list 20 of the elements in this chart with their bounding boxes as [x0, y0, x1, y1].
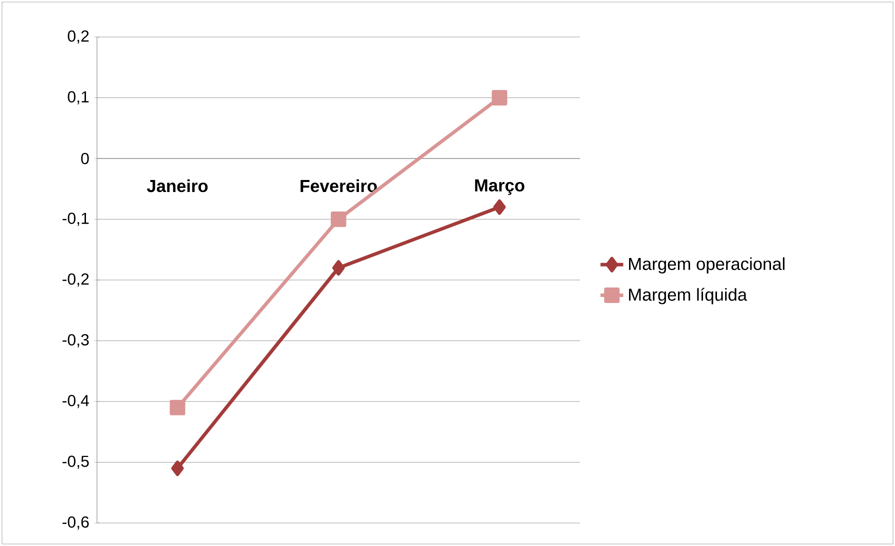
legend-label: Margem operacional — [629, 257, 784, 274]
y-tick-label: -0,6 — [62, 516, 89, 530]
y-tick-label: 0,1 — [68, 91, 89, 104]
legend-label: Margem líquida — [629, 288, 748, 304]
y-tick-label: -0,4 — [62, 394, 89, 408]
point — [493, 199, 506, 215]
y-tick-label: -0,2 — [62, 273, 89, 287]
point — [332, 260, 345, 276]
x-tick-label: Março — [475, 179, 524, 195]
y-tick-label: -0,1 — [62, 212, 89, 226]
point — [330, 212, 346, 227]
y-tick-label: -0,5 — [62, 456, 89, 469]
point — [492, 90, 508, 106]
y-tick-label: -0,3 — [62, 334, 89, 348]
y-tick-label: 0 — [81, 152, 89, 164]
y-tick-label: 0,2 — [68, 30, 89, 44]
x-tick-label: Fevereiro — [300, 179, 377, 192]
x-tick-label: Janeiro — [146, 179, 208, 192]
point — [170, 400, 186, 416]
point — [171, 460, 184, 476]
